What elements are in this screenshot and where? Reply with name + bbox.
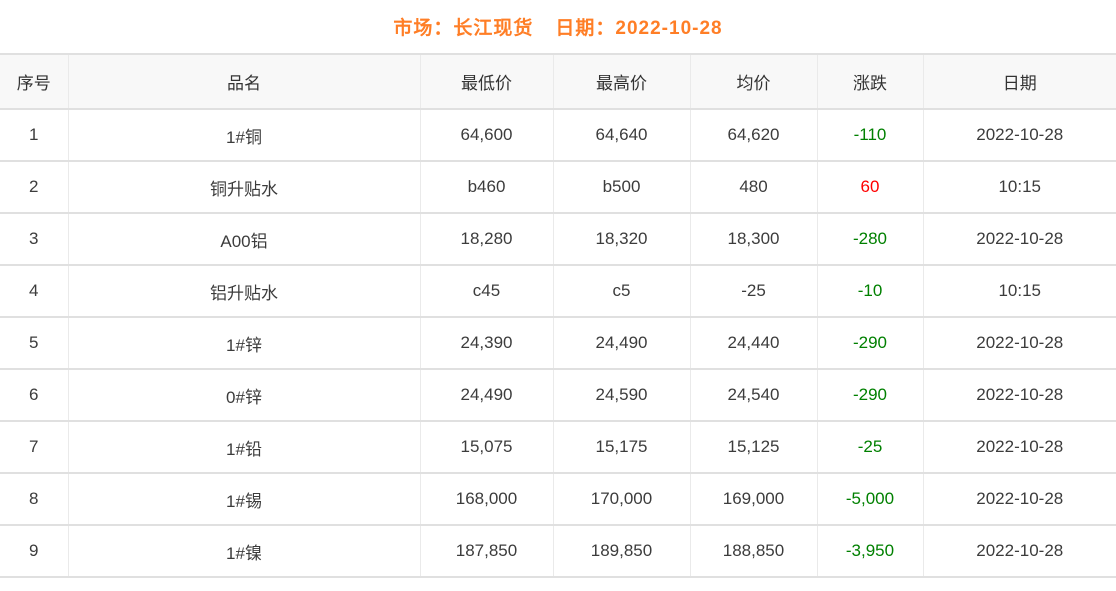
cell-date: 10:15 bbox=[922, 264, 1116, 318]
cell-low-price: 187,850 bbox=[419, 524, 554, 578]
cell-date: 2022-10-28 bbox=[922, 524, 1116, 578]
table-row: 2 铜升贴水 b460 b500 480 60 10:15 bbox=[0, 160, 1116, 214]
price-table: 序号 品名 最低价 最高价 均价 涨跌 日期 1 1#铜 64,600 64,6… bbox=[0, 53, 1116, 578]
cell-index: 6 bbox=[0, 368, 69, 422]
cell-change: 60 bbox=[816, 160, 924, 214]
cell-product-name: 1#镍 bbox=[67, 524, 421, 578]
cell-product-name: 铜升贴水 bbox=[67, 160, 421, 214]
cell-avg-price: 15,125 bbox=[689, 420, 818, 474]
table-body: 1 1#铜 64,600 64,640 64,620 -110 2022-10-… bbox=[0, 108, 1116, 578]
date-label: 日期：2022-10-28 bbox=[555, 18, 723, 39]
cell-change: -25 bbox=[816, 420, 924, 474]
cell-high-price: 64,640 bbox=[552, 108, 691, 162]
cell-index: 1 bbox=[0, 108, 69, 162]
cell-date: 2022-10-28 bbox=[922, 472, 1116, 526]
cell-low-price: c45 bbox=[419, 264, 554, 318]
page-title: 市场：长江现货 日期：2022-10-28 bbox=[0, 0, 1116, 53]
cell-high-price: b500 bbox=[552, 160, 691, 214]
cell-date: 2022-10-28 bbox=[922, 108, 1116, 162]
market-label: 市场：长江现货 bbox=[393, 18, 534, 39]
cell-avg-price: -25 bbox=[689, 264, 818, 318]
cell-product-name: 0#锌 bbox=[67, 368, 421, 422]
cell-date: 2022-10-28 bbox=[922, 212, 1116, 266]
col-header-avg-price: 均价 bbox=[689, 53, 818, 110]
cell-avg-price: 188,850 bbox=[689, 524, 818, 578]
cell-product-name: 铝升贴水 bbox=[67, 264, 421, 318]
table-row: 4 铝升贴水 c45 c5 -25 -10 10:15 bbox=[0, 264, 1116, 318]
cell-index: 4 bbox=[0, 264, 69, 318]
cell-date: 2022-10-28 bbox=[922, 420, 1116, 474]
cell-change: -3,950 bbox=[816, 524, 924, 578]
header-row: 序号 品名 最低价 最高价 均价 涨跌 日期 bbox=[0, 53, 1116, 110]
cell-high-price: 24,490 bbox=[552, 316, 691, 370]
cell-high-price: c5 bbox=[552, 264, 691, 318]
col-header-low-price: 最低价 bbox=[419, 53, 554, 110]
cell-avg-price: 64,620 bbox=[689, 108, 818, 162]
table-row: 5 1#锌 24,390 24,490 24,440 -290 2022-10-… bbox=[0, 316, 1116, 370]
cell-high-price: 24,590 bbox=[552, 368, 691, 422]
cell-low-price: 168,000 bbox=[419, 472, 554, 526]
cell-product-name: A00铝 bbox=[67, 212, 421, 266]
cell-date: 10:15 bbox=[922, 160, 1116, 214]
cell-index: 7 bbox=[0, 420, 69, 474]
cell-low-price: 18,280 bbox=[419, 212, 554, 266]
cell-index: 2 bbox=[0, 160, 69, 214]
cell-high-price: 18,320 bbox=[552, 212, 691, 266]
cell-change: -280 bbox=[816, 212, 924, 266]
col-header-change: 涨跌 bbox=[816, 53, 924, 110]
cell-low-price: 64,600 bbox=[419, 108, 554, 162]
cell-avg-price: 169,000 bbox=[689, 472, 818, 526]
cell-avg-price: 24,540 bbox=[689, 368, 818, 422]
table-row: 1 1#铜 64,600 64,640 64,620 -110 2022-10-… bbox=[0, 108, 1116, 162]
col-header-index: 序号 bbox=[0, 53, 69, 110]
cell-avg-price: 480 bbox=[689, 160, 818, 214]
cell-low-price: 24,390 bbox=[419, 316, 554, 370]
cell-index: 3 bbox=[0, 212, 69, 266]
cell-avg-price: 24,440 bbox=[689, 316, 818, 370]
cell-product-name: 1#铜 bbox=[67, 108, 421, 162]
col-header-product: 品名 bbox=[67, 53, 421, 110]
cell-date: 2022-10-28 bbox=[922, 316, 1116, 370]
cell-index: 8 bbox=[0, 472, 69, 526]
cell-change: -290 bbox=[816, 316, 924, 370]
cell-product-name: 1#锌 bbox=[67, 316, 421, 370]
table-row: 9 1#镍 187,850 189,850 188,850 -3,950 202… bbox=[0, 524, 1116, 578]
cell-date: 2022-10-28 bbox=[922, 368, 1116, 422]
cell-product-name: 1#铅 bbox=[67, 420, 421, 474]
cell-index: 9 bbox=[0, 524, 69, 578]
cell-low-price: 24,490 bbox=[419, 368, 554, 422]
col-header-high-price: 最高价 bbox=[552, 53, 691, 110]
cell-high-price: 15,175 bbox=[552, 420, 691, 474]
cell-product-name: 1#锡 bbox=[67, 472, 421, 526]
cell-change: -5,000 bbox=[816, 472, 924, 526]
cell-low-price: b460 bbox=[419, 160, 554, 214]
cell-index: 5 bbox=[0, 316, 69, 370]
cell-change: -10 bbox=[816, 264, 924, 318]
col-header-date: 日期 bbox=[922, 53, 1116, 110]
cell-low-price: 15,075 bbox=[419, 420, 554, 474]
table-row: 3 A00铝 18,280 18,320 18,300 -280 2022-10… bbox=[0, 212, 1116, 266]
table-row: 6 0#锌 24,490 24,590 24,540 -290 2022-10-… bbox=[0, 368, 1116, 422]
cell-high-price: 170,000 bbox=[552, 472, 691, 526]
table-row: 7 1#铅 15,075 15,175 15,125 -25 2022-10-2… bbox=[0, 420, 1116, 474]
cell-change: -110 bbox=[816, 108, 924, 162]
cell-change: -290 bbox=[816, 368, 924, 422]
table-header: 序号 品名 最低价 最高价 均价 涨跌 日期 bbox=[0, 53, 1116, 110]
cell-avg-price: 18,300 bbox=[689, 212, 818, 266]
table-row: 8 1#锡 168,000 170,000 169,000 -5,000 202… bbox=[0, 472, 1116, 526]
cell-high-price: 189,850 bbox=[552, 524, 691, 578]
